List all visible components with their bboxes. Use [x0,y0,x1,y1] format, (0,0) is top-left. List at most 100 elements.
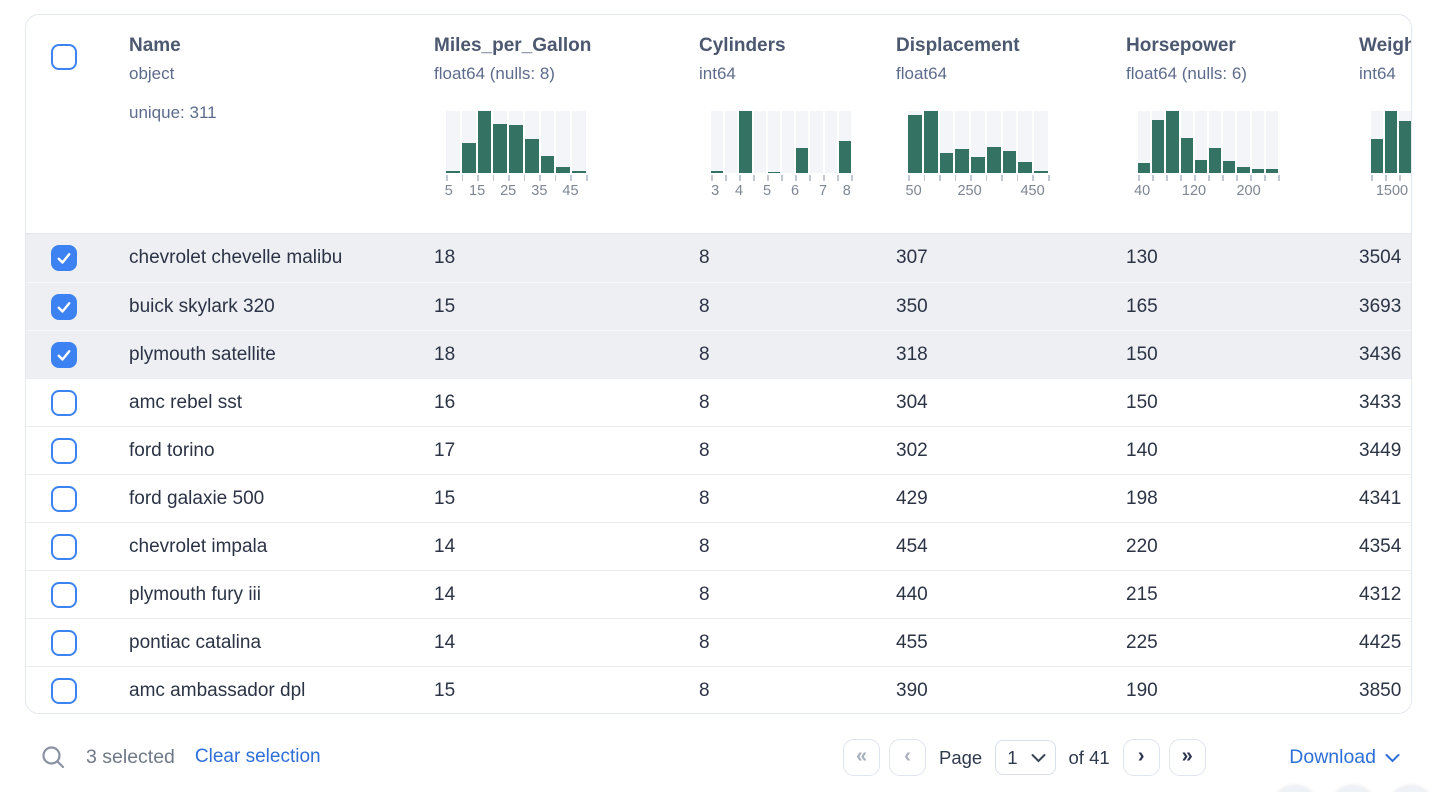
first-page-button[interactable]: « [843,739,880,776]
column-header-horsepower[interactable]: Horsepower float64 (nulls: 6) 40 120 200 [1101,15,1334,233]
search-icon[interactable] [40,744,66,770]
row-checkbox[interactable] [51,629,77,656]
histogram-bar [767,171,781,173]
next-page-button[interactable]: › [1122,739,1160,776]
axis-tick [1166,175,1168,181]
axis-tick-label: 3 [711,183,720,199]
column-histogram: 5 15 25 35 45 [445,111,588,201]
row-checkbox-cell [26,677,104,704]
histogram-bin [493,111,508,173]
table-row[interactable]: pontiac catalina 14 8 455 225 4425 [26,618,1411,666]
table-row[interactable]: amc rebel sst 16 8 304 150 3433 [26,378,1411,426]
row-checkbox[interactable] [51,437,77,464]
chevron-down-icon [1385,753,1400,762]
histogram-bar [955,148,970,173]
cell-cylinders: 8 [699,343,710,365]
column-dtype: object [129,64,175,83]
histogram-bin [477,111,492,173]
table-row[interactable]: ford galaxie 500 15 8 429 198 4341 [26,474,1411,522]
cell-weight: 4341 [1359,487,1402,509]
histogram-bar [446,171,460,173]
cell-name: pontiac catalina [129,631,262,653]
axis-tick [508,175,510,181]
cell-displacement: 455 [896,631,928,653]
histogram-bar [540,156,555,173]
axis-tick [523,175,526,181]
cell-weight: 4354 [1359,535,1402,557]
page-number-value: 1 [1007,746,1018,768]
histogram-bin [1194,111,1208,173]
axis-tick-label: 35 [531,183,548,199]
table-row[interactable]: plymouth satellite 18 8 318 150 3436 [26,330,1411,378]
table-row[interactable]: chevrolet chevelle malibu 18 8 307 130 3504 [26,234,1411,282]
clear-selection-link[interactable]: Clear selection [194,746,321,767]
floating-action-button[interactable] [1388,786,1434,792]
table-row[interactable]: amc ambassador dpl 15 8 390 190 3850 [26,666,1411,713]
row-checkbox-cell [26,629,104,656]
axis-tick-label: 7 [818,183,828,199]
row-checkbox[interactable] [51,581,77,608]
floating-action-button[interactable] [1330,786,1376,792]
column-dtype: int64 [699,64,736,83]
cell-displacement: 440 [896,583,928,605]
histogram-bar [1018,162,1033,173]
cell-horsepower: 198 [1126,487,1158,509]
axis-tick-label: 15 [469,183,486,199]
axis-tick [781,175,783,181]
row-checkbox[interactable] [51,677,77,704]
row-checkbox[interactable] [51,533,77,560]
cell-cylinders: 8 [699,247,710,268]
column-header-weight[interactable]: Weight int64 15003500 [1334,15,1411,233]
histogram-bar [1194,159,1208,173]
table-row[interactable]: chevrolet impala 14 8 454 220 4354 [26,522,1411,570]
row-checkbox[interactable] [51,341,77,368]
histogram-bars [1138,111,1279,173]
row-checkbox-cell [26,341,104,368]
page-count-label: of 41 [1068,746,1110,768]
axis-tick [1180,175,1182,181]
cell-weight: 4312 [1359,583,1402,605]
previous-page-button[interactable]: ‹ [889,739,926,776]
last-page-button[interactable]: » [1168,739,1206,776]
cell-weight: 3693 [1359,295,1402,317]
column-unique-count: unique: 311 [129,103,217,122]
histogram-bar [1237,166,1250,173]
download-menu[interactable]: Download [1289,746,1400,769]
floating-action-button[interactable] [1272,786,1318,792]
cell-horsepower: 150 [1126,391,1158,413]
table-row[interactable]: buick skylark 320 15 8 350 165 3693 [26,282,1411,330]
cell-name: chevrolet impala [129,535,268,557]
column-histogram: 15003500 [1371,111,1411,201]
row-checkbox[interactable] [51,293,77,320]
column-header-miles_per_gallon[interactable]: Miles_per_Gallon float64 (nulls: 8) 5 15 25 3… [409,15,674,233]
histogram-bin [1385,111,1398,173]
axis-tick [711,175,713,181]
histogram-bin [509,111,523,173]
page-number-select[interactable]: 1 [995,740,1056,775]
axis-tick [970,175,972,181]
column-header-cylinders[interactable]: Cylinders int64 3 4 5 6 7 8 [674,15,871,233]
histogram-tick-row [1138,174,1280,181]
axis-tick [1138,175,1140,181]
axis-tick-label: 25 [500,183,517,199]
column-header-displacement[interactable]: Displacement float64 50 250 450 [871,15,1101,233]
axis-tick [823,175,825,181]
row-checkbox[interactable] [51,389,77,416]
cell-cylinders: 8 [699,439,710,461]
cell-name: amc rebel sst [129,391,242,413]
table-row[interactable]: ford torino 17 8 302 140 3449 [26,426,1411,474]
histogram-bin [824,111,837,173]
axis-tick [809,175,811,181]
histogram-bar [923,111,938,173]
histogram-bar [477,111,492,173]
row-checkbox[interactable] [51,245,77,271]
histogram-tick-row [908,174,1050,181]
axis-tick-label: 450 [1020,183,1045,199]
column-header-name[interactable]: Name object unique: 311 [104,15,409,233]
histogram-bar [1166,111,1179,173]
row-checkbox[interactable] [51,485,77,512]
select-all-checkbox[interactable] [51,44,77,70]
axis-tick [1222,175,1224,181]
table-row[interactable]: plymouth fury iii 14 8 440 215 4312 [26,570,1411,618]
